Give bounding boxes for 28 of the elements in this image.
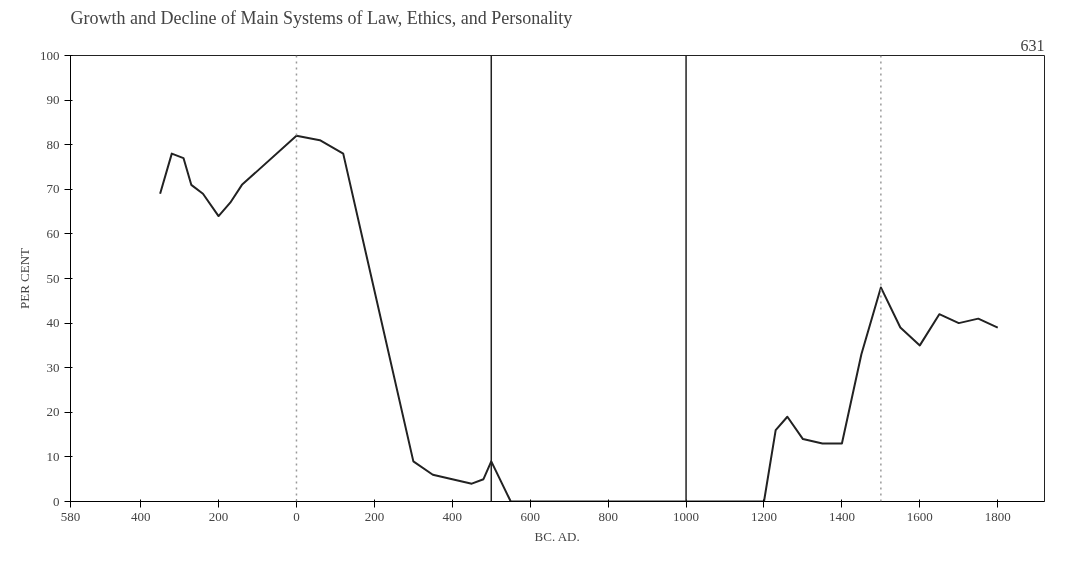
x-tick-label: 800 <box>598 508 618 524</box>
y-tick-label: 30 <box>46 359 60 375</box>
y-tick-label: 40 <box>46 315 60 331</box>
y-tick-label: 80 <box>46 136 60 152</box>
y-tick-label: 20 <box>46 404 60 420</box>
y-axis-title: PER CENT <box>17 247 32 310</box>
x-tick-label: 200 <box>364 508 385 524</box>
x-tick-label: 400 <box>442 508 463 524</box>
x-tick-label: 1600 <box>906 508 933 524</box>
x-tick-label: 1000 <box>673 508 700 524</box>
x-axis-title: BC. AD. <box>534 528 580 544</box>
text: 631 <box>1020 36 1045 54</box>
x-tick-label: 1200 <box>750 508 777 524</box>
y-tick-label: 90 <box>46 92 60 108</box>
y-tick-label: 100 <box>40 47 60 63</box>
y-tick-label: 50 <box>46 270 60 286</box>
x-tick-label: 400 <box>130 508 151 524</box>
chart-title: Growth and Decline of Main Systems of Law, Ethics, and Personality <box>70 7 573 28</box>
x-tick-label: 1800 <box>984 508 1011 524</box>
x-tick-label: 1400 <box>828 508 855 524</box>
y-tick-label: 60 <box>46 225 60 241</box>
x-tick-label: 0 <box>293 508 300 524</box>
y-tick-label: 70 <box>46 181 60 197</box>
x-tick-label: 200 <box>208 508 229 524</box>
x-tick-label: 600 <box>520 508 540 524</box>
y-tick-label: 10 <box>46 448 60 464</box>
x-tick-label: 580 <box>60 508 81 524</box>
y-tick-label: 0 <box>53 493 60 509</box>
